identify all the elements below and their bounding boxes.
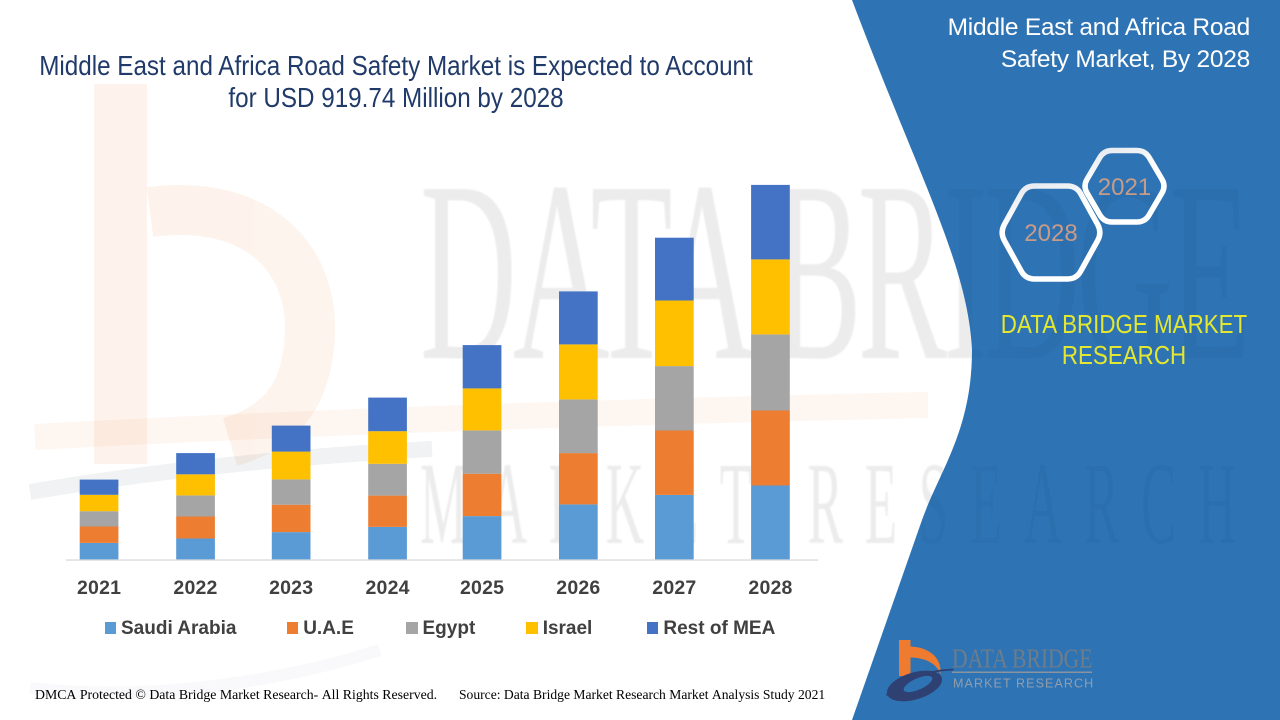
svg-text:DATA BRIDGE: DATA BRIDGE [952, 644, 1092, 674]
svg-text:MARKET RESEARCH: MARKET RESEARCH [953, 677, 1094, 691]
